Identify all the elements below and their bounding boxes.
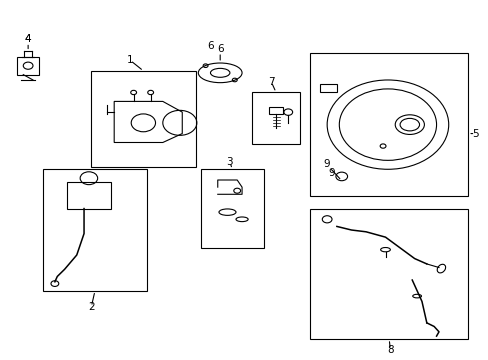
Text: 3: 3 [226,157,233,167]
Text: 4: 4 [25,34,31,44]
Bar [319,84,336,93]
Text: 1: 1 [127,55,133,65]
Bar [67,182,111,208]
Bar [91,71,196,167]
Text: 7: 7 [267,77,274,87]
Text: 6: 6 [207,41,213,51]
Bar [251,93,300,144]
Text: 9: 9 [328,168,335,178]
Text: 2: 2 [88,302,95,312]
Text: 6: 6 [217,44,223,54]
Bar [309,53,467,196]
Text: 5: 5 [471,129,478,139]
Text: 8: 8 [386,345,393,355]
Bar [42,169,147,291]
Text: 9: 9 [323,159,330,169]
Bar [268,107,283,114]
Bar [201,169,264,248]
Bar [309,208,467,339]
Text: 4: 4 [25,34,31,44]
